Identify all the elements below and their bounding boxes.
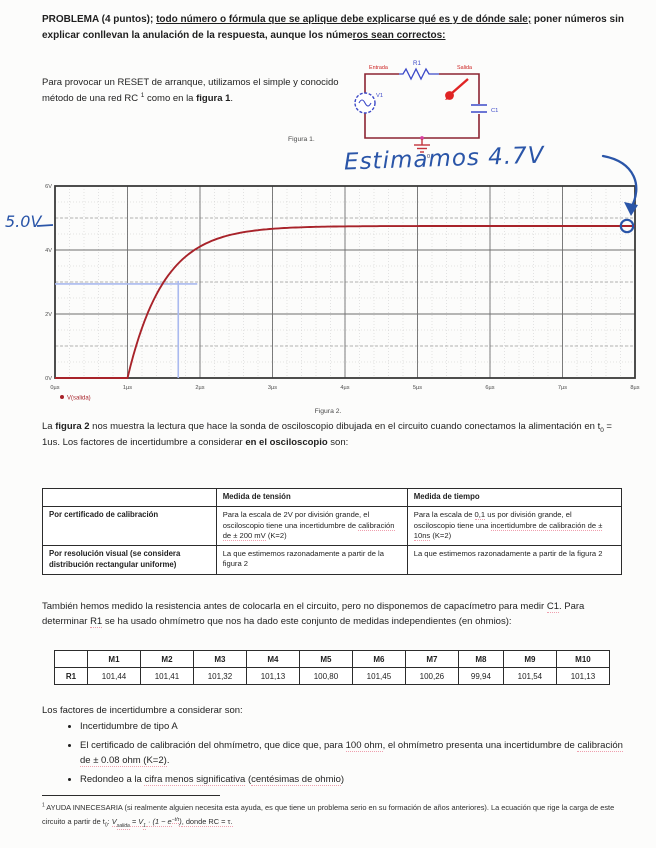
- handwritten-level-annotation: 5.0V: [5, 212, 42, 231]
- problem-statement: PROBLEMA (4 puntos); todo número o fórmu…: [42, 14, 624, 41]
- cell-tension-resolucion: La que estimemos razonadamente a partir …: [215, 544, 408, 575]
- svg-text:4V: 4V: [45, 248, 52, 254]
- cell-tiempo-resolucion: La que estimemos razonadamente a partir …: [406, 544, 623, 575]
- resistor-r1-icon: [399, 67, 439, 81]
- column-header-empty: [42, 488, 217, 507]
- intro-paragraph: Para provocar un RESET de arranque, util…: [42, 77, 339, 104]
- figure1-caption: Figura 1.: [288, 136, 315, 143]
- column-header-tension: Medida de tensión: [215, 488, 408, 507]
- column-header-m3: M3: [192, 650, 247, 668]
- cell-m5: 100,80: [298, 667, 353, 685]
- label-r1: R1: [413, 60, 421, 67]
- label-c1: C1: [491, 108, 498, 114]
- svg-text:2V: 2V: [45, 312, 52, 318]
- factores-label: Los factores de incertidumbre a consider…: [42, 705, 243, 716]
- r1-measurements-table: M1 M2 M3 M4 M5 M6 M7 M8 M9 M10 R1 101,44…: [54, 650, 611, 685]
- cell-m3: 101,32: [192, 667, 247, 685]
- ground-icon: [414, 136, 430, 153]
- svg-text:1µs: 1µs: [123, 385, 132, 391]
- capacitor-c1-icon: [471, 104, 487, 113]
- cell-m9: 101,54: [502, 667, 557, 685]
- table-row-resolucion: Por resolución visual (se considera dist…: [42, 544, 623, 575]
- table-row-r1: R1 101,44 101,41 101,32 101,13 100,80 10…: [54, 667, 611, 685]
- figure2-caption: Figura 2.: [314, 408, 342, 415]
- corner-cell: [54, 650, 88, 668]
- column-header-m5: M5: [298, 650, 353, 668]
- uncertainty-factors-list: Incertidumbre de tipo A El certificado d…: [62, 720, 628, 792]
- column-header-m9: M9: [502, 650, 557, 668]
- svg-text:3µs: 3µs: [268, 385, 277, 391]
- figura2-paragraph: La figura 2 nos muestra la lectura que h…: [42, 421, 612, 448]
- label-entrada: Entrada: [369, 65, 388, 71]
- oscilloscope-probe-icon: [445, 78, 469, 100]
- column-header-m1: M1: [87, 650, 141, 668]
- table-header-row: M1 M2 M3 M4 M5 M6 M7 M8 M9 M10: [54, 650, 611, 668]
- row-label-r1: R1: [54, 667, 88, 685]
- column-header-tiempo: Medida de tiempo: [406, 488, 623, 507]
- svg-text:6V: 6V: [45, 184, 52, 190]
- footnote-text: 1 AYUDA INNECESARIA (si realmente alguie…: [42, 802, 615, 830]
- svg-text:8µs: 8µs: [630, 385, 639, 391]
- column-header-m7: M7: [404, 650, 459, 668]
- label-ground-0: 0: [427, 154, 430, 160]
- svg-text:0µs: 0µs: [50, 385, 59, 391]
- row-label-resolucion: Por resolución visual (se considera dist…: [42, 544, 217, 575]
- label-salida: Salida: [457, 65, 472, 71]
- row-label-calibracion: Por certificado de calibración: [42, 505, 217, 546]
- cell-m1: 101,44: [87, 667, 141, 685]
- svg-text:5µs: 5µs: [413, 385, 422, 391]
- cell-m8: 99,94: [457, 667, 504, 685]
- svg-text:4µs: 4µs: [340, 385, 349, 391]
- cell-m6: 101,45: [351, 667, 406, 685]
- column-header-m10: M10: [555, 650, 611, 668]
- table-header-row: Medida de tensión Medida de tiempo: [42, 488, 623, 507]
- column-header-m2: M2: [139, 650, 194, 668]
- cell-tiempo-calibracion: Para la escala de 0,1 us por división gr…: [406, 505, 623, 546]
- column-header-m8: M8: [457, 650, 504, 668]
- svg-text:6µs: 6µs: [485, 385, 494, 391]
- resistencia-paragraph: También hemos medido la resistencia ante…: [42, 601, 585, 628]
- cell-m4: 101,13: [245, 667, 300, 685]
- svg-text:0V: 0V: [45, 376, 52, 382]
- list-item-certificado: El certificado de calibración del ohmíme…: [80, 739, 628, 768]
- list-item-tipo-a: Incertidumbre de tipo A: [80, 720, 628, 734]
- cell-tension-calibracion: Para la escala de 2V por división grande…: [215, 505, 408, 546]
- cell-m10: 101,13: [555, 667, 611, 685]
- cell-m2: 101,41: [139, 667, 194, 685]
- legend-label: V(salida): [67, 396, 91, 402]
- svg-text:7µs: 7µs: [558, 385, 567, 391]
- cell-m7: 100,26: [404, 667, 459, 685]
- svg-text:2µs: 2µs: [195, 385, 204, 391]
- label-v1: V1: [376, 93, 383, 99]
- figure1-circuit-diagram: V1 R1 C1 Entrada Salida 0: [354, 60, 498, 160]
- column-header-m4: M4: [245, 650, 300, 668]
- oscilloscope-uncertainty-table: Medida de tensión Medida de tiempo Por c…: [42, 488, 623, 575]
- oscilloscope-chart: 0µs 1µs 2µs 3µs 4µs 5µs 6µs 7µs 8µs 0V 2V 4V 6V V(sal…: [45, 184, 640, 402]
- list-item-redondeo: Redondeo a la cifra menos significativa …: [80, 773, 628, 787]
- table-row-calibracion: Por certificado de calibración Para la e…: [42, 505, 623, 546]
- footnote-separator: [42, 795, 220, 796]
- column-header-m6: M6: [351, 650, 406, 668]
- voltage-source-v1-icon: [354, 92, 376, 114]
